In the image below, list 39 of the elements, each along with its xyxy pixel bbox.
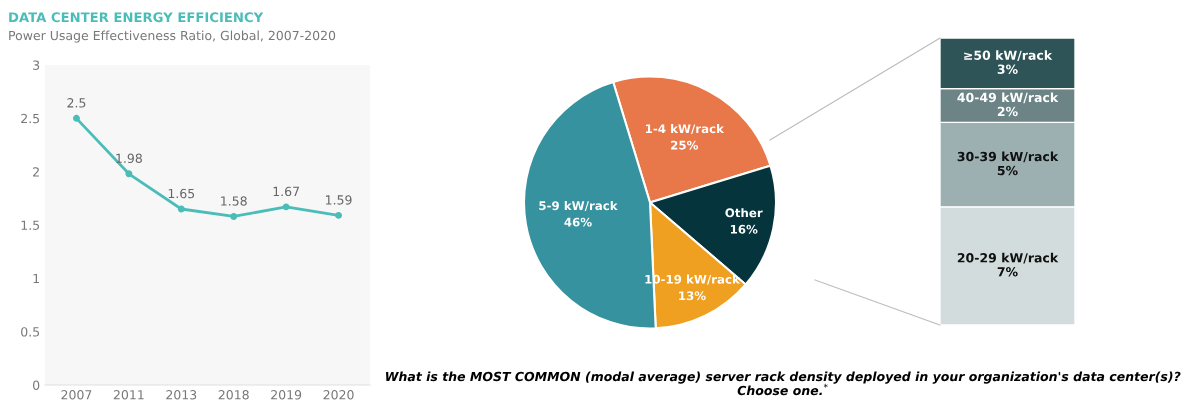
data-label: 16% — [730, 224, 758, 234]
data-label: 25% — [671, 140, 699, 150]
x-tick-label: 2019 — [271, 390, 302, 400]
data-label: 1.59 — [326, 195, 352, 205]
slice-label: 1-4 kW/rack — [646, 124, 725, 135]
data-label: 1.98 — [116, 153, 142, 164]
chart-subtitle: Power Usage Effectiveness Ratio, Global, 2007-2020 — [9, 30, 336, 43]
slice-label: 5-9 kW/rack — [539, 200, 618, 212]
y-tick-label: 0.5 — [21, 327, 40, 337]
point — [125, 170, 133, 178]
point — [282, 203, 290, 211]
data-label: 20-29 kW/rack 7% — [957, 252, 1059, 277]
slice-label: Other — [725, 208, 763, 218]
data-label: 46% — [564, 217, 592, 227]
data-label: 30-39 kW/rack 5% — [957, 151, 1059, 176]
y-tick-label: 3 — [33, 60, 40, 70]
y-tick-label: 1.5 — [21, 220, 40, 230]
point — [335, 211, 343, 219]
text: What is the MOST COMMON (modal average) server rack density deployed in your organization's data center(s)? Choose one.$^{*}$ — [386, 371, 1181, 396]
point — [72, 114, 80, 122]
data-label: 2.5 — [67, 98, 86, 108]
x-tick-label: 2018 — [218, 390, 249, 400]
x-tick-label: 2007 — [61, 390, 92, 400]
point — [230, 212, 238, 220]
data-label: 1.58 — [221, 196, 247, 206]
x-tick-label: 2020 — [323, 390, 354, 400]
x-tick-label: 2011 — [113, 390, 144, 400]
data-label: 1.65 — [168, 188, 195, 199]
data-label: 1.67 — [273, 186, 299, 197]
point — [177, 205, 185, 213]
data-label: 13% — [679, 291, 706, 301]
y-tick-label: 2 — [33, 167, 39, 177]
y-tick-label: 1 — [33, 273, 39, 284]
data-label: 40-49 kW/rack 2% — [957, 92, 1059, 117]
chart-title: DATA CENTER ENERGY EFFICIENCY — [9, 12, 264, 23]
y-tick-label: 2.5 — [21, 113, 40, 124]
data-label: ≥50 kW/rack 3% — [964, 50, 1053, 74]
y-tick-label: 0 — [33, 380, 40, 390]
x-tick-label: 2013 — [166, 390, 197, 400]
